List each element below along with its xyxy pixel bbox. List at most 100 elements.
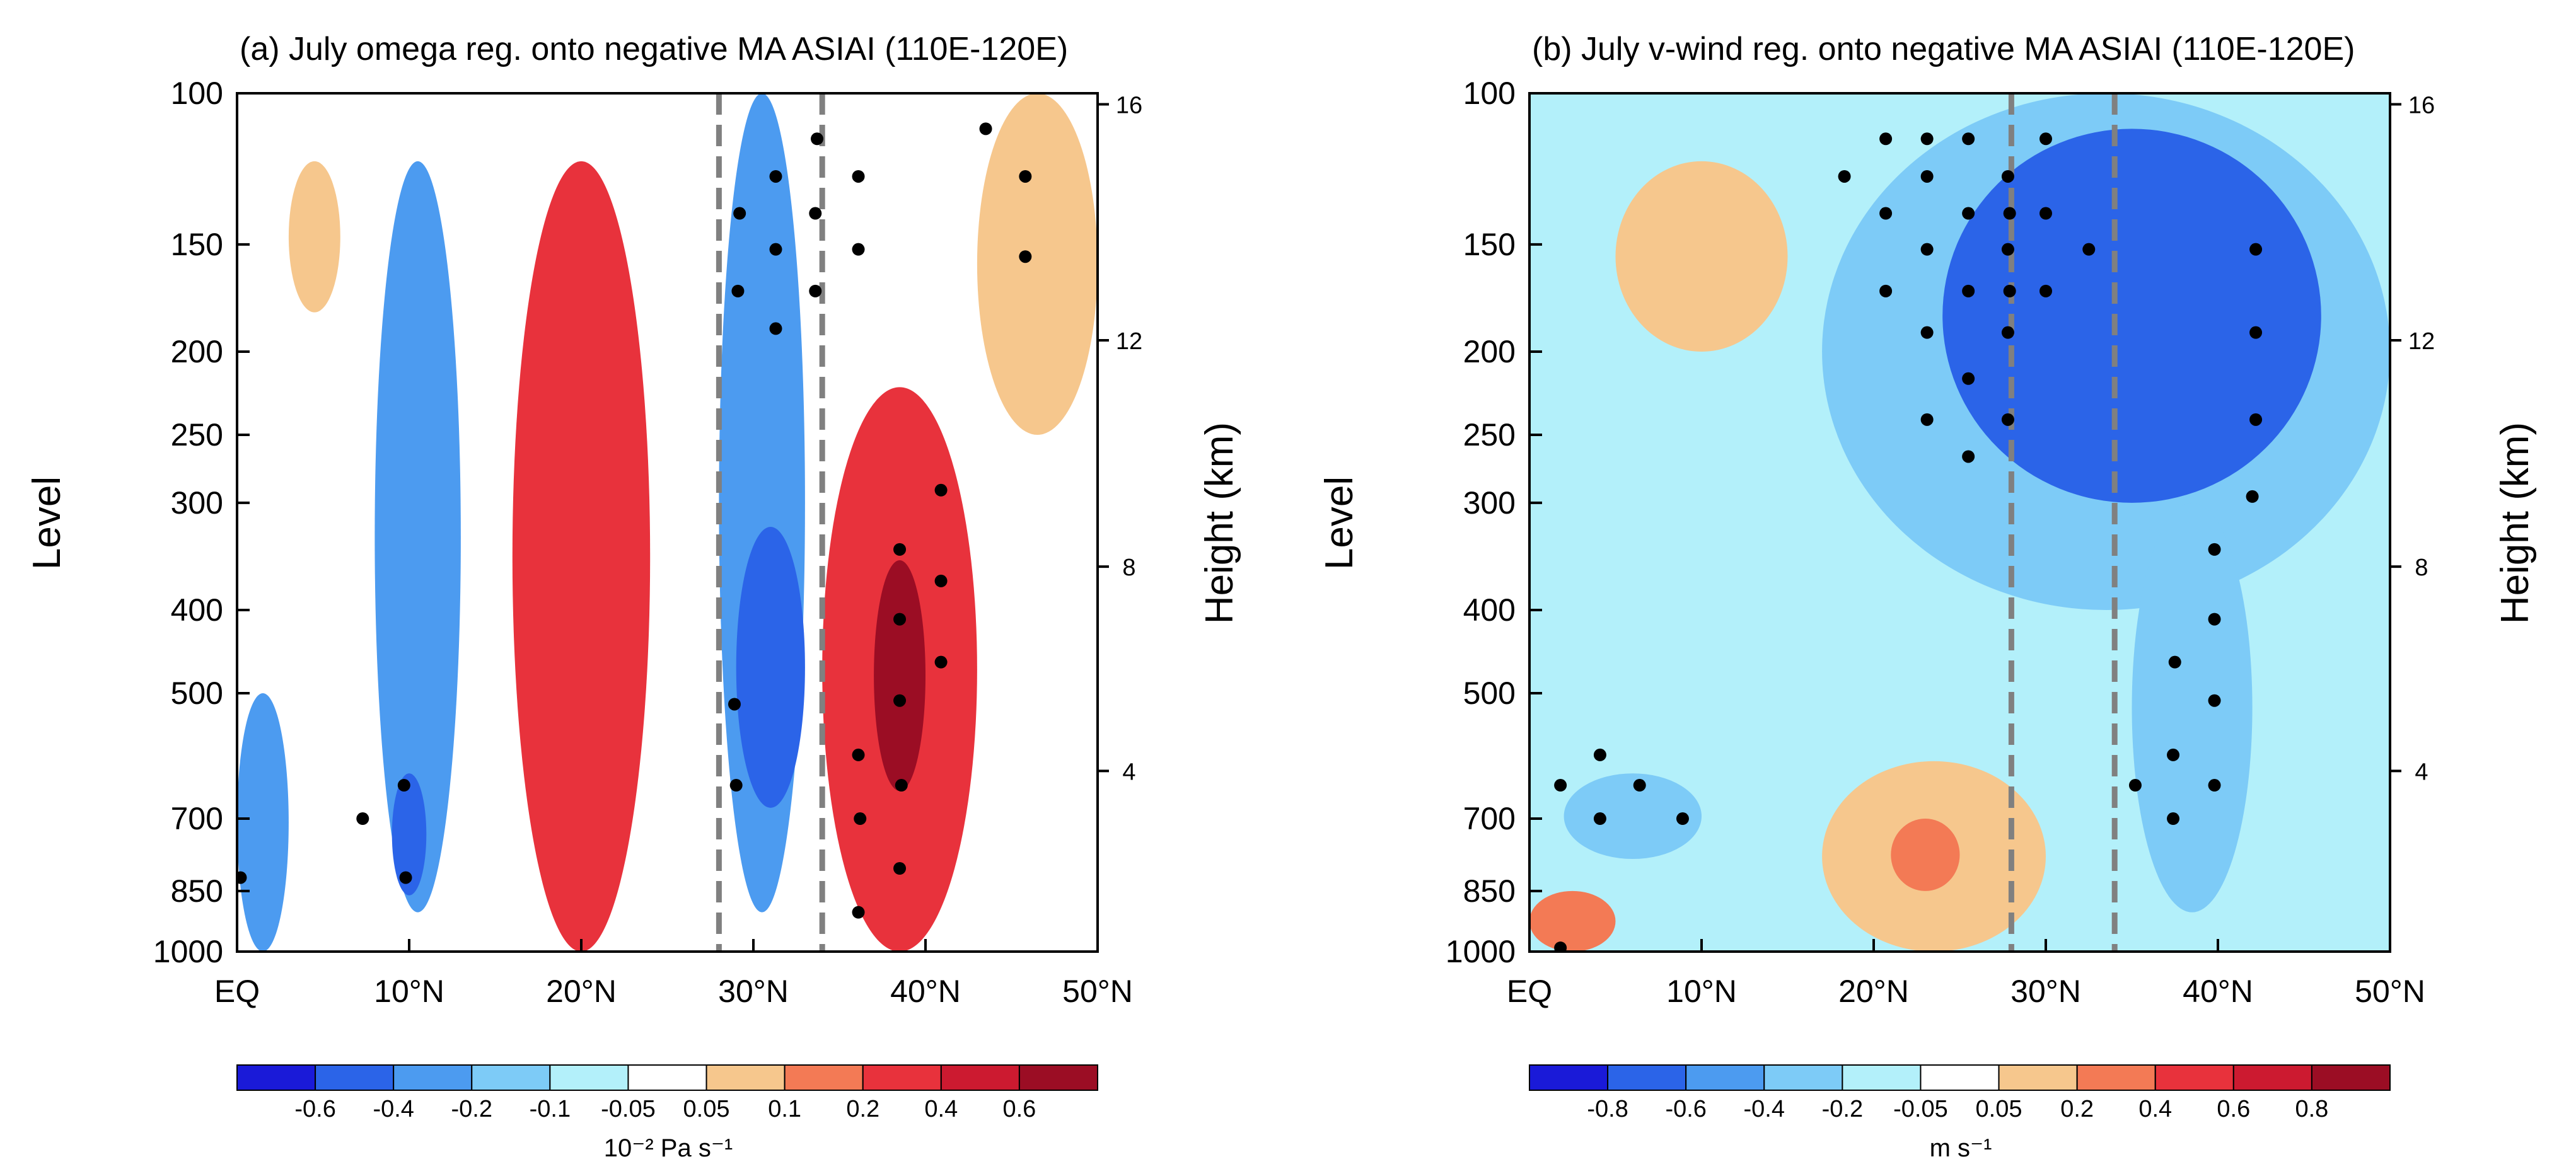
significance-dot-35: [1633, 779, 1646, 792]
significance-dot-25: [2249, 413, 2263, 426]
significance-dot-17: [854, 812, 867, 826]
panel-b-colorbar: -0.8 -0.6 -0.4 -0.2 -0.05 0.05 0.2 0.4 0.6 0.8: [1529, 1064, 2391, 1122]
colorbar-swatch-1: [315, 1064, 395, 1091]
panel-a-y-axis-right: 4 8 12 16: [1098, 92, 1142, 785]
x-tick-label: 30°N: [718, 974, 789, 1009]
y-tick-label: 150: [1463, 227, 1516, 262]
panel-b-right-axis-label: Height (km): [2493, 422, 2537, 624]
x-tick-label: 50°N: [1062, 974, 1133, 1009]
colorbar-swatch-5: [1920, 1064, 2000, 1091]
significance-dot-9: [2003, 207, 2016, 220]
significance-dot-6: [733, 207, 746, 220]
contour-region-5: [2132, 502, 2253, 913]
significance-dot-8: [769, 170, 782, 183]
colorbar-tick-label: -0.8: [1587, 1096, 1628, 1122]
colorbar-swatch-7: [784, 1064, 864, 1091]
panel-b-contour-fills: [1529, 93, 2390, 952]
significance-dot-19: [1920, 326, 1934, 339]
panel-b-y-axis-label: Level: [1318, 476, 1361, 570]
y-right-tick-label: 4: [2415, 759, 2428, 785]
x-tick-label: 50°N: [2355, 974, 2425, 1009]
colorbar-tick-label: -0.4: [1744, 1096, 1785, 1122]
significance-dot-13: [809, 284, 822, 297]
x-tick-label: 10°N: [374, 974, 444, 1009]
significance-dot-22: [1962, 372, 1975, 385]
significance-dot-17: [2003, 284, 2016, 297]
significance-dot-41: [1554, 942, 1567, 952]
colorbar-tick-label: 0.8: [2295, 1096, 2328, 1122]
y-tick-label: 100: [1463, 76, 1516, 111]
colorbar-swatch-7: [2076, 1064, 2156, 1091]
significance-dot-7: [1879, 207, 1893, 220]
panel-a: (a) July omega reg. onto negative MA ASI…: [25, 31, 1241, 1162]
panel-b-plot-area: [1529, 93, 2390, 952]
significance-dot-2: [397, 779, 410, 792]
y-tick-label: 500: [171, 676, 223, 711]
contour-region-8: [736, 527, 805, 808]
colorbar-tick-label: 0.4: [924, 1096, 958, 1122]
colorbar-tick-label: -0.1: [530, 1096, 571, 1122]
significance-dot-4: [1838, 170, 1851, 183]
significance-dot-13: [2082, 243, 2096, 256]
significance-dot-16: [1962, 284, 1975, 297]
y-tick-label: 100: [171, 76, 223, 111]
significance-dot-18: [852, 906, 865, 919]
colorbar-swatch-5: [627, 1064, 707, 1091]
contour-region-0: [1615, 161, 1788, 352]
significance-dot-10: [769, 322, 782, 335]
colorbar-tick-label: 0.2: [2060, 1096, 2094, 1122]
significance-dot-26: [934, 655, 948, 669]
colorbar-swatch-9: [940, 1064, 1020, 1091]
significance-dot-12: [2001, 243, 2014, 256]
colorbar-tick-label: 0.1: [768, 1096, 801, 1122]
contour-region-3: [1529, 890, 1616, 952]
colorbar-swatch-6: [705, 1064, 786, 1091]
contour-region-6: [1564, 773, 1702, 860]
panel-b-title: (b) July v-wind reg. onto negative MA AS…: [1532, 31, 2355, 67]
y-right-tick-label: 16: [2408, 92, 2435, 118]
significance-dot-23: [1920, 413, 1934, 426]
y-tick-label: 300: [171, 485, 223, 521]
contour-region-9: [874, 560, 926, 792]
panel-a-contour-fills: [237, 93, 1098, 952]
significance-dot-37: [2208, 779, 2221, 792]
significance-dot-11: [1920, 243, 1934, 256]
significance-dot-5: [1920, 170, 1934, 183]
significance-dot-28: [2208, 543, 2221, 556]
y-tick-label: 250: [171, 417, 223, 452]
significance-dot-0: [1879, 132, 1893, 146]
significance-dot-3: [399, 871, 412, 884]
significance-dot-1: [1920, 132, 1934, 146]
colorbar-swatch-0: [236, 1064, 316, 1091]
panel-a-plot-area: [237, 93, 1098, 952]
panel-a-y-axis-left: 100 150 200 250 300 400 500 700 850 1000: [153, 76, 250, 969]
significance-dot-10: [2039, 207, 2052, 220]
x-tick-label: 20°N: [546, 974, 617, 1009]
significance-dot-30: [2168, 655, 2181, 669]
panel-a-title: (a) July omega reg. onto negative MA ASI…: [240, 31, 1068, 67]
colorbar-tick-label: 0.05: [1976, 1096, 2022, 1122]
panel-a-frame: [236, 92, 1099, 953]
significance-dot-40: [2167, 812, 2180, 826]
significance-dot-26: [1962, 450, 1975, 463]
x-tick-label: 30°N: [2010, 974, 2081, 1009]
significance-dot-7: [731, 284, 745, 297]
significance-dot-31: [2208, 694, 2221, 707]
y-tick-label: 200: [1463, 334, 1516, 369]
significance-dot-32: [1593, 748, 1606, 761]
colorbar-swatch-3: [471, 1064, 551, 1091]
significance-dot-0: [237, 871, 247, 884]
significance-dot-29: [2208, 613, 2221, 626]
x-tick-label: 40°N: [890, 974, 961, 1009]
significance-dot-15: [1879, 284, 1893, 297]
x-tick-label: EQ: [1507, 974, 1552, 1009]
y-tick-label: 850: [171, 873, 223, 909]
significance-dot-33: [2167, 748, 2180, 761]
colorbar-tick-label: -0.05: [1893, 1096, 1948, 1122]
colorbar-swatch-3: [1763, 1064, 1843, 1091]
colorbar-tick-label: 0.4: [2138, 1096, 2172, 1122]
panel-b-y-axis-right: 4 8 12 16: [2390, 92, 2435, 785]
x-tick-label: 40°N: [2183, 974, 2253, 1009]
colorbar-swatch-8: [2154, 1064, 2234, 1091]
panel-a-y-axis-label: Level: [25, 476, 69, 570]
